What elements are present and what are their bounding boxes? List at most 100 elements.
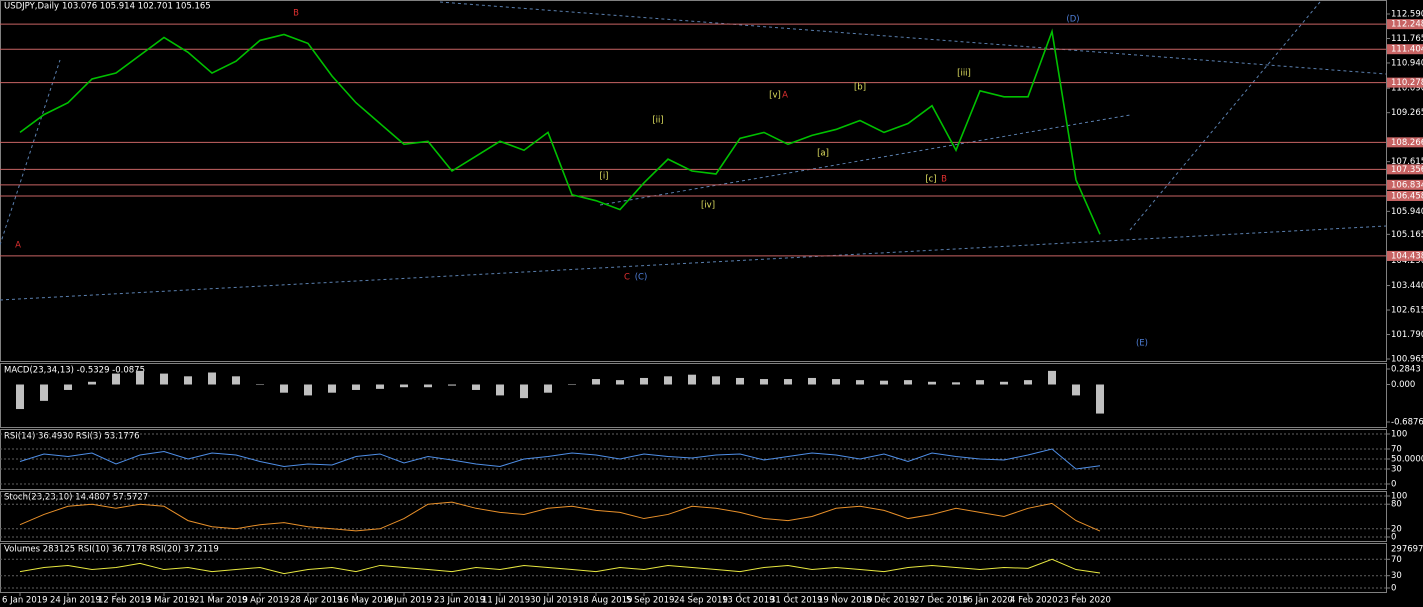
y-tick-label: 297697	[1391, 545, 1423, 555]
wave-label: (E)	[1136, 339, 1148, 349]
panel-title: Volumes 283125 RSI(10) 36.7178 RSI(20) 3…	[4, 545, 219, 555]
y-tick-label: 105.940	[1391, 207, 1423, 217]
y-tick-label: 80	[1391, 500, 1402, 510]
bar	[208, 372, 216, 385]
bar	[136, 370, 144, 385]
wave-label: [b]	[854, 83, 866, 93]
wave-label: B	[293, 9, 299, 19]
y-tick-label: 70	[1391, 445, 1402, 455]
x-tick-label: 23 Jun 2019	[434, 596, 485, 606]
y-tick-label: 0	[1391, 480, 1396, 490]
bar	[784, 379, 792, 385]
bar	[880, 380, 888, 385]
wave-label: A	[782, 91, 788, 101]
wave-label: [iv]	[701, 201, 715, 211]
y-tick-label: 0	[1391, 584, 1396, 594]
y-tick-label: 110.090	[1391, 84, 1423, 94]
panel-title: MACD(23,34,13) -0.5329 -0.0875	[4, 366, 145, 376]
bar	[40, 384, 48, 401]
bar	[592, 379, 600, 385]
x-tick-label: 18 Aug 2019	[578, 596, 632, 606]
trend-line	[0, 59, 61, 246]
wave-label: (C)	[635, 273, 648, 283]
y-tick-label: 100	[1391, 492, 1407, 502]
bar	[376, 384, 384, 389]
level-label: 104.438	[1391, 251, 1423, 261]
bar	[112, 373, 120, 385]
series-line	[19, 501, 1101, 532]
bar	[424, 384, 432, 388]
series-line	[19, 558, 1101, 575]
trend-line	[439, 1, 1387, 75]
y-tick-label: 105.165	[1391, 230, 1423, 240]
level-label-box	[1387, 250, 1423, 261]
y-tick-label: 102.615	[1391, 306, 1423, 316]
bar	[1072, 384, 1080, 396]
bar	[16, 384, 24, 410]
y-tick-label: 70	[1391, 555, 1402, 565]
bar	[952, 382, 960, 385]
bar	[664, 376, 672, 385]
wave-label: B	[941, 175, 947, 185]
level-label: 111.404	[1391, 45, 1423, 55]
bar	[808, 377, 816, 385]
x-tick-label: 11 Jul 2019	[482, 596, 530, 606]
bar	[688, 374, 696, 385]
wave-label: [c]	[925, 175, 936, 185]
bar	[928, 381, 936, 385]
x-tick-label: 16 Jan 2020	[962, 596, 1013, 606]
y-tick-label: 30	[1391, 571, 1402, 581]
y-tick-label: 101.790	[1391, 330, 1423, 340]
bar	[1024, 380, 1032, 385]
x-tick-label: 23 Feb 2020	[1058, 596, 1111, 606]
x-tick-label: 30 Jul 2019	[530, 596, 578, 606]
level-label-box	[1387, 77, 1423, 88]
bar	[496, 384, 504, 396]
wave-label: [a]	[817, 149, 829, 159]
chart-title: USDJPY,Daily	[4, 2, 59, 12]
bar	[304, 384, 312, 396]
bar	[160, 373, 168, 385]
level-label-box	[1387, 179, 1423, 190]
level-label-box	[1387, 164, 1423, 175]
wave-label: A	[15, 241, 21, 251]
x-tick-label: 16 May 2019	[338, 596, 393, 606]
y-tick-label: 111.765	[1391, 34, 1423, 44]
trend-lines	[0, 1, 1387, 301]
level-label: 110.278	[1391, 78, 1423, 88]
bar	[1000, 381, 1008, 385]
series-line	[19, 28, 1101, 235]
y-tick-label: 0.000	[1391, 380, 1415, 390]
y-tick-label: 0.2843	[1391, 365, 1421, 375]
x-tick-label: 13 Oct 2019	[722, 596, 775, 606]
bar	[232, 376, 240, 385]
wave-label: [ii]	[652, 116, 663, 126]
y-tick-label: -0.6876	[1391, 418, 1423, 428]
frame	[0, 543, 1387, 593]
bar	[520, 384, 528, 399]
wave-label: (D)	[1066, 15, 1079, 25]
y-tick-label: 100.965	[1391, 355, 1423, 365]
x-tick-label: 28 Apr 2019	[290, 596, 343, 606]
x-tick-label: 24 Jan 2019	[50, 596, 101, 606]
level-label: 107.356	[1391, 165, 1423, 175]
panel-title: Stoch(23,23,10) 14.4807 57.5727	[4, 493, 148, 503]
bar	[568, 384, 576, 386]
level-label: 108.266	[1391, 138, 1423, 148]
x-tick-label: 5 Sep 2019	[626, 596, 674, 606]
y-tick-label: 20	[1391, 524, 1402, 534]
y-tick-label: 110.940	[1391, 58, 1423, 68]
y-tick-label: 100	[1391, 430, 1407, 440]
x-tick-label: 9 Apr 2019	[242, 596, 289, 606]
x-tick-label: 31 Oct 2019	[770, 596, 823, 606]
chart-subtitle: 103.076 105.914 102.701 105.165	[62, 2, 211, 12]
y-tick-label: 107.615	[1391, 157, 1423, 167]
panel-title: RSI(14) 36.4930 RSI(3) 53.1776	[4, 432, 140, 442]
bar	[400, 384, 408, 388]
y-tick-label: 103.440	[1391, 281, 1423, 291]
bar	[856, 380, 864, 385]
x-tick-label: 4 Feb 2020	[1010, 596, 1058, 606]
x-tick-label: 19 Nov 2019	[818, 596, 872, 606]
